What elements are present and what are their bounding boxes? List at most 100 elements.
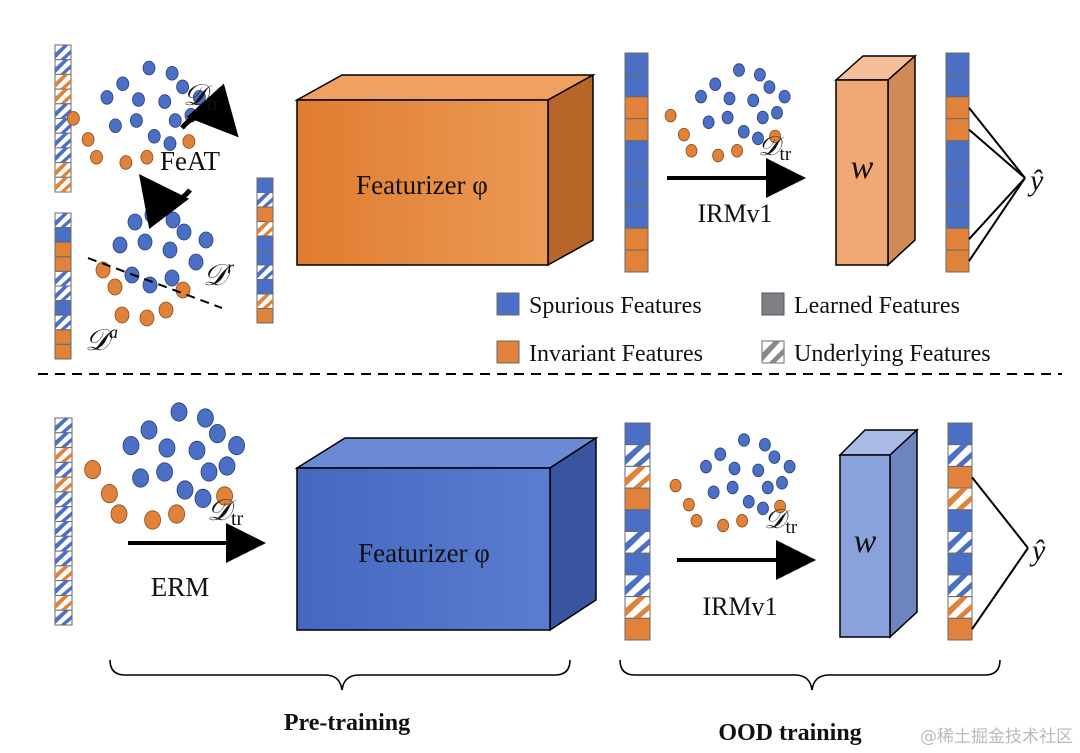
feature-cell [54, 285, 72, 302]
feature-cell [54, 609, 73, 626]
data-point-invariant [731, 144, 743, 158]
data-point-spurious [122, 435, 140, 456]
data-point-spurious [783, 459, 796, 474]
bottom-irm-cluster [669, 433, 796, 533]
data-point-spurious [158, 438, 176, 458]
data-point-spurious [142, 60, 156, 76]
aug-set-label: 𝒟a [85, 322, 118, 357]
bottom-irm-label: IRMv1 [702, 592, 777, 621]
data-point-invariant [144, 510, 162, 530]
pretraining-label: Pre-training [284, 710, 410, 736]
data-point-spurious [194, 488, 212, 508]
data-point-spurious [759, 438, 771, 452]
data-point-spurious [109, 118, 122, 134]
feature-vector-v6 [54, 417, 73, 626]
output-line [968, 128, 1026, 179]
data-point-spurious [132, 92, 145, 107]
data-point-spurious [726, 480, 739, 495]
feature-cell [947, 574, 973, 598]
feature-cell [54, 476, 73, 493]
bottom-dtr-label: 𝒟tr [207, 494, 244, 530]
data-point-spurious [168, 113, 182, 128]
legend-item-underlying: Underlying Features [761, 340, 991, 367]
data-point-invariant [769, 129, 781, 144]
legend-label: Spurious Features [529, 293, 702, 319]
bottom-w-label: w [854, 523, 877, 560]
data-point-invariant [110, 504, 128, 524]
feature-cell [54, 329, 72, 345]
feature-cell [256, 250, 274, 266]
data-point-spurious [757, 501, 769, 516]
feature-cell [945, 227, 970, 251]
feature-cell [256, 177, 274, 193]
legend: Spurious Features Learned Features Invaria… [496, 292, 991, 367]
legend-swatch-learned [761, 292, 785, 316]
feature-cell [945, 183, 970, 207]
feature-cell [624, 140, 649, 164]
feature-cell [624, 249, 649, 273]
output-line [971, 547, 1029, 630]
data-point-spurious [162, 241, 178, 259]
feature-cell [256, 192, 274, 208]
feature-vector-v2 [54, 212, 72, 360]
feature-cell [947, 487, 973, 511]
data-point-invariant [107, 278, 123, 296]
feature-cell [54, 88, 72, 105]
feature-cell [54, 565, 73, 582]
feature-cell [624, 118, 649, 142]
data-point-spurious [695, 89, 707, 104]
data-point-invariant [139, 309, 155, 327]
data-point-spurious [752, 463, 765, 478]
bottom-train-cluster [84, 402, 246, 530]
feature-cell [256, 206, 274, 222]
feature-cell [624, 96, 649, 120]
ood-training-brace [619, 659, 1001, 691]
top-irm-label: IRMv1 [697, 199, 772, 228]
data-point-spurious [756, 110, 769, 125]
data-point-spurious [702, 115, 715, 129]
feature-cell [945, 74, 970, 98]
data-point-invariant [683, 497, 695, 512]
feature-cell [54, 447, 73, 463]
data-point-spurious [761, 480, 774, 495]
top-w-label: w [851, 149, 874, 186]
feature-cell [624, 162, 649, 185]
data-point-spurious [100, 90, 114, 105]
data-point-spurious [776, 476, 788, 490]
data-point-spurious [742, 495, 755, 509]
data-point-spurious [707, 485, 720, 499]
feature-cell [54, 521, 73, 537]
feature-cell [624, 509, 651, 532]
data-point-invariant [168, 504, 186, 524]
feature-cell [947, 617, 973, 641]
data-point-invariant [678, 127, 690, 142]
legend-swatch-spurious [496, 292, 520, 316]
feature-cell [54, 59, 72, 75]
erm-label: ERM [151, 572, 210, 602]
feature-cell [54, 417, 73, 434]
feature-cell [256, 308, 274, 324]
data-point-spurious [142, 276, 158, 294]
feature-cell [54, 212, 72, 229]
data-point-invariant [774, 499, 786, 514]
legend-item-learned: Learned Features [761, 292, 960, 319]
data-point-spurious [737, 125, 750, 139]
data-point-spurious [723, 91, 736, 106]
feature-cell [947, 531, 973, 554]
feat-split-cluster [95, 206, 214, 327]
feature-vector-v3 [256, 177, 274, 324]
data-point-spurious [127, 213, 143, 231]
feature-cell [624, 617, 651, 641]
data-point-spurious [132, 468, 150, 488]
feature-cell [54, 550, 73, 567]
feature-cell [256, 279, 274, 295]
feature-cell [54, 73, 72, 90]
data-point-invariant [90, 149, 103, 165]
output-connections [968, 107, 1029, 630]
feature-cell [624, 205, 649, 229]
data-point-invariant [712, 148, 724, 163]
data-point-spurious [116, 76, 130, 92]
feature-vector-v8 [947, 422, 973, 641]
feature-cell [947, 444, 973, 467]
legend-swatch-underlying [761, 340, 785, 364]
